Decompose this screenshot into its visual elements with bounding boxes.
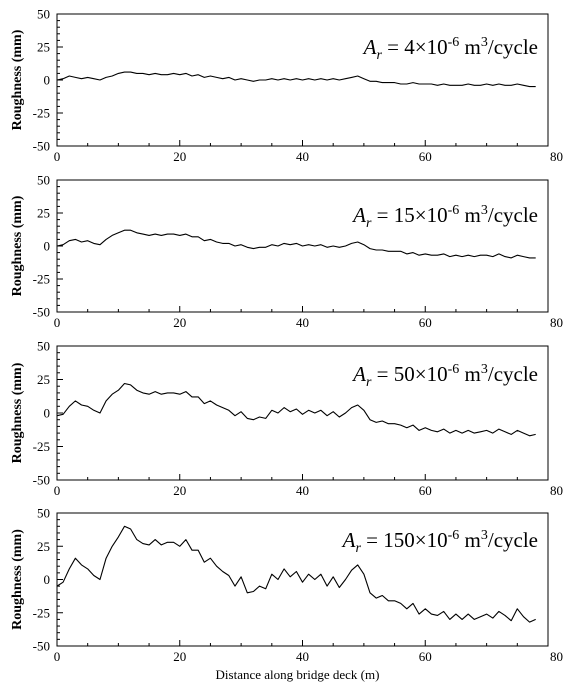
y-tick-label: 50	[37, 173, 50, 188]
wear-rate-annotation: Ar = 15×10-6 m3/cycle	[351, 203, 538, 231]
y-tick-label: -25	[33, 106, 50, 121]
roughness-profile-line	[56, 525, 536, 623]
chart-panel-4: 50 25 0 -25 -50 0 20 40 60 80 Roughness (mm) Distan…	[10, 506, 563, 683]
chart-panel-3: 50 25 0 -25 -50 0 20 40 60 80 Roughness (mm) Ar = 5…	[10, 339, 563, 499]
y-tick-label: -50	[33, 639, 50, 654]
x-tick-label: 20	[173, 483, 186, 498]
y-tick-label: 25	[37, 40, 50, 55]
y-tick-label: -25	[33, 439, 50, 454]
y-tick-label: -50	[33, 473, 50, 488]
y-axis-label: Roughness (mm)	[10, 362, 25, 463]
wear-rate-annotation: Ar = 50×10-6 m3/cycle	[351, 362, 538, 390]
y-tick-label: -25	[33, 272, 50, 287]
y-tick-label: 25	[37, 206, 50, 221]
x-tick-label: 40	[296, 149, 309, 164]
x-tick-label: 60	[419, 483, 432, 498]
x-tick-label: 40	[296, 315, 309, 330]
y-tick-label: -50	[33, 139, 50, 154]
x-axis-label: Distance along bridge deck (m)	[216, 667, 380, 682]
x-tick-label: 80	[550, 315, 563, 330]
y-axis-label: Roughness (mm)	[10, 29, 25, 130]
chart-panel-2: 50 25 0 -25 -50 0 20 40 60 80 Roughness (mm) Ar = 1…	[10, 173, 563, 331]
y-tick-label: 50	[37, 7, 50, 22]
y-tick-label: 0	[44, 572, 51, 587]
chart-panel-1: 50 25 0 -25 -50 0 20 40 60 80 Roughness (mm) Ar = 4…	[10, 7, 563, 165]
y-tick-label: -25	[33, 605, 50, 620]
x-tick-label: 0	[54, 649, 61, 664]
y-axis-label: Roughness (mm)	[10, 195, 25, 296]
x-tick-label: 60	[419, 649, 432, 664]
roughness-profile-line	[56, 71, 536, 88]
x-tick-label: 20	[173, 149, 186, 164]
wear-rate-annotation: Ar = 4×10-6 m3/cycle	[362, 35, 538, 63]
x-tick-label: 0	[54, 315, 61, 330]
x-tick-label: 0	[54, 483, 61, 498]
y-tick-label: 50	[37, 339, 50, 354]
y-tick-label: 0	[44, 73, 51, 88]
roughness-profile-line	[56, 229, 536, 259]
x-tick-label: 80	[550, 149, 563, 164]
x-tick-label: 0	[54, 149, 61, 164]
y-axis-label: Roughness (mm)	[10, 529, 25, 630]
wear-rate-annotation: Ar = 150×10-6 m3/cycle	[341, 528, 538, 556]
x-tick-label: 60	[419, 149, 432, 164]
y-tick-label: 50	[37, 506, 50, 521]
x-tick-label: 20	[173, 649, 186, 664]
x-tick-label: 20	[173, 315, 186, 330]
y-tick-label: -50	[33, 305, 50, 320]
x-tick-label: 60	[419, 315, 432, 330]
roughness-profile-line	[56, 382, 536, 437]
y-tick-label: 25	[37, 372, 50, 387]
x-tick-label: 80	[550, 649, 563, 664]
y-tick-label: 25	[37, 539, 50, 554]
x-tick-label: 40	[296, 483, 309, 498]
y-tick-label: 0	[44, 239, 51, 254]
x-tick-label: 80	[550, 483, 563, 498]
x-tick-label: 40	[296, 649, 309, 664]
y-tick-label: 0	[44, 406, 51, 421]
